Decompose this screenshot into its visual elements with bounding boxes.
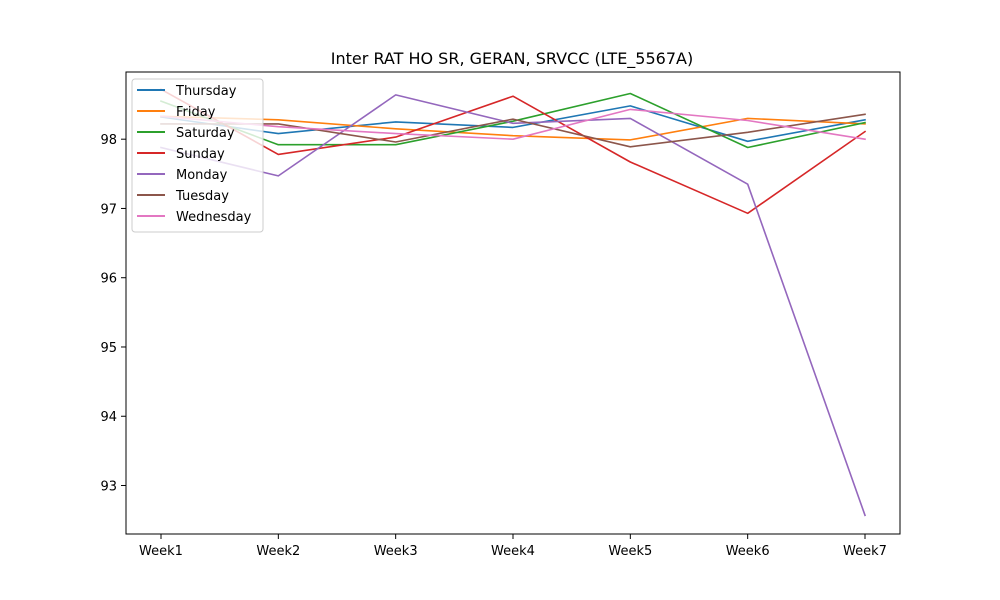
x-tick-label: Week1 [139, 544, 183, 559]
x-tick-label: Week7 [843, 544, 887, 559]
x-tick-label: Week2 [256, 544, 300, 559]
legend-label: Sunday [176, 147, 225, 162]
y-tick-label: 98 [100, 133, 117, 148]
legend: Thursday Friday Saturday Sunday Monday Tuesda… [131, 78, 264, 233]
legend-label: Friday [176, 105, 216, 120]
y-tick-label: 95 [100, 341, 117, 356]
series-line-friday [160, 115, 866, 141]
x-tick-label: Week3 [374, 544, 418, 559]
y-tick-label: 94 [100, 410, 117, 425]
legend-label: Tuesday [175, 189, 229, 204]
x-axis: Week1 Week2 Week3 Week4 Week5 Week6 Week7 [139, 534, 887, 559]
x-tick-label: Week4 [491, 544, 535, 559]
y-axis: 93 94 95 96 97 98 [100, 133, 126, 495]
x-tick-label: Week6 [726, 544, 770, 559]
legend-box [131, 78, 264, 233]
series-line-monday [160, 94, 867, 517]
series-line-saturday [159, 92, 866, 149]
series-line-thursday [160, 105, 866, 143]
legend-label: Monday [176, 168, 228, 183]
series-line-tuesday [160, 113, 866, 148]
series-lines [159, 88, 867, 517]
y-tick-label: 93 [100, 480, 117, 495]
legend-label: Thursday [175, 84, 237, 99]
legend-label: Wednesday [176, 210, 252, 225]
x-tick-label: Week5 [608, 544, 652, 559]
y-tick-label: 96 [100, 272, 117, 287]
legend-label: Saturday [176, 126, 235, 141]
y-tick-label: 97 [100, 202, 117, 217]
series-line-wednesday [160, 108, 866, 141]
series-line-sunday [159, 88, 867, 215]
chart-title: Inter RAT HO SR, GERAN, SRVCC (LTE_5567A… [331, 49, 693, 69]
